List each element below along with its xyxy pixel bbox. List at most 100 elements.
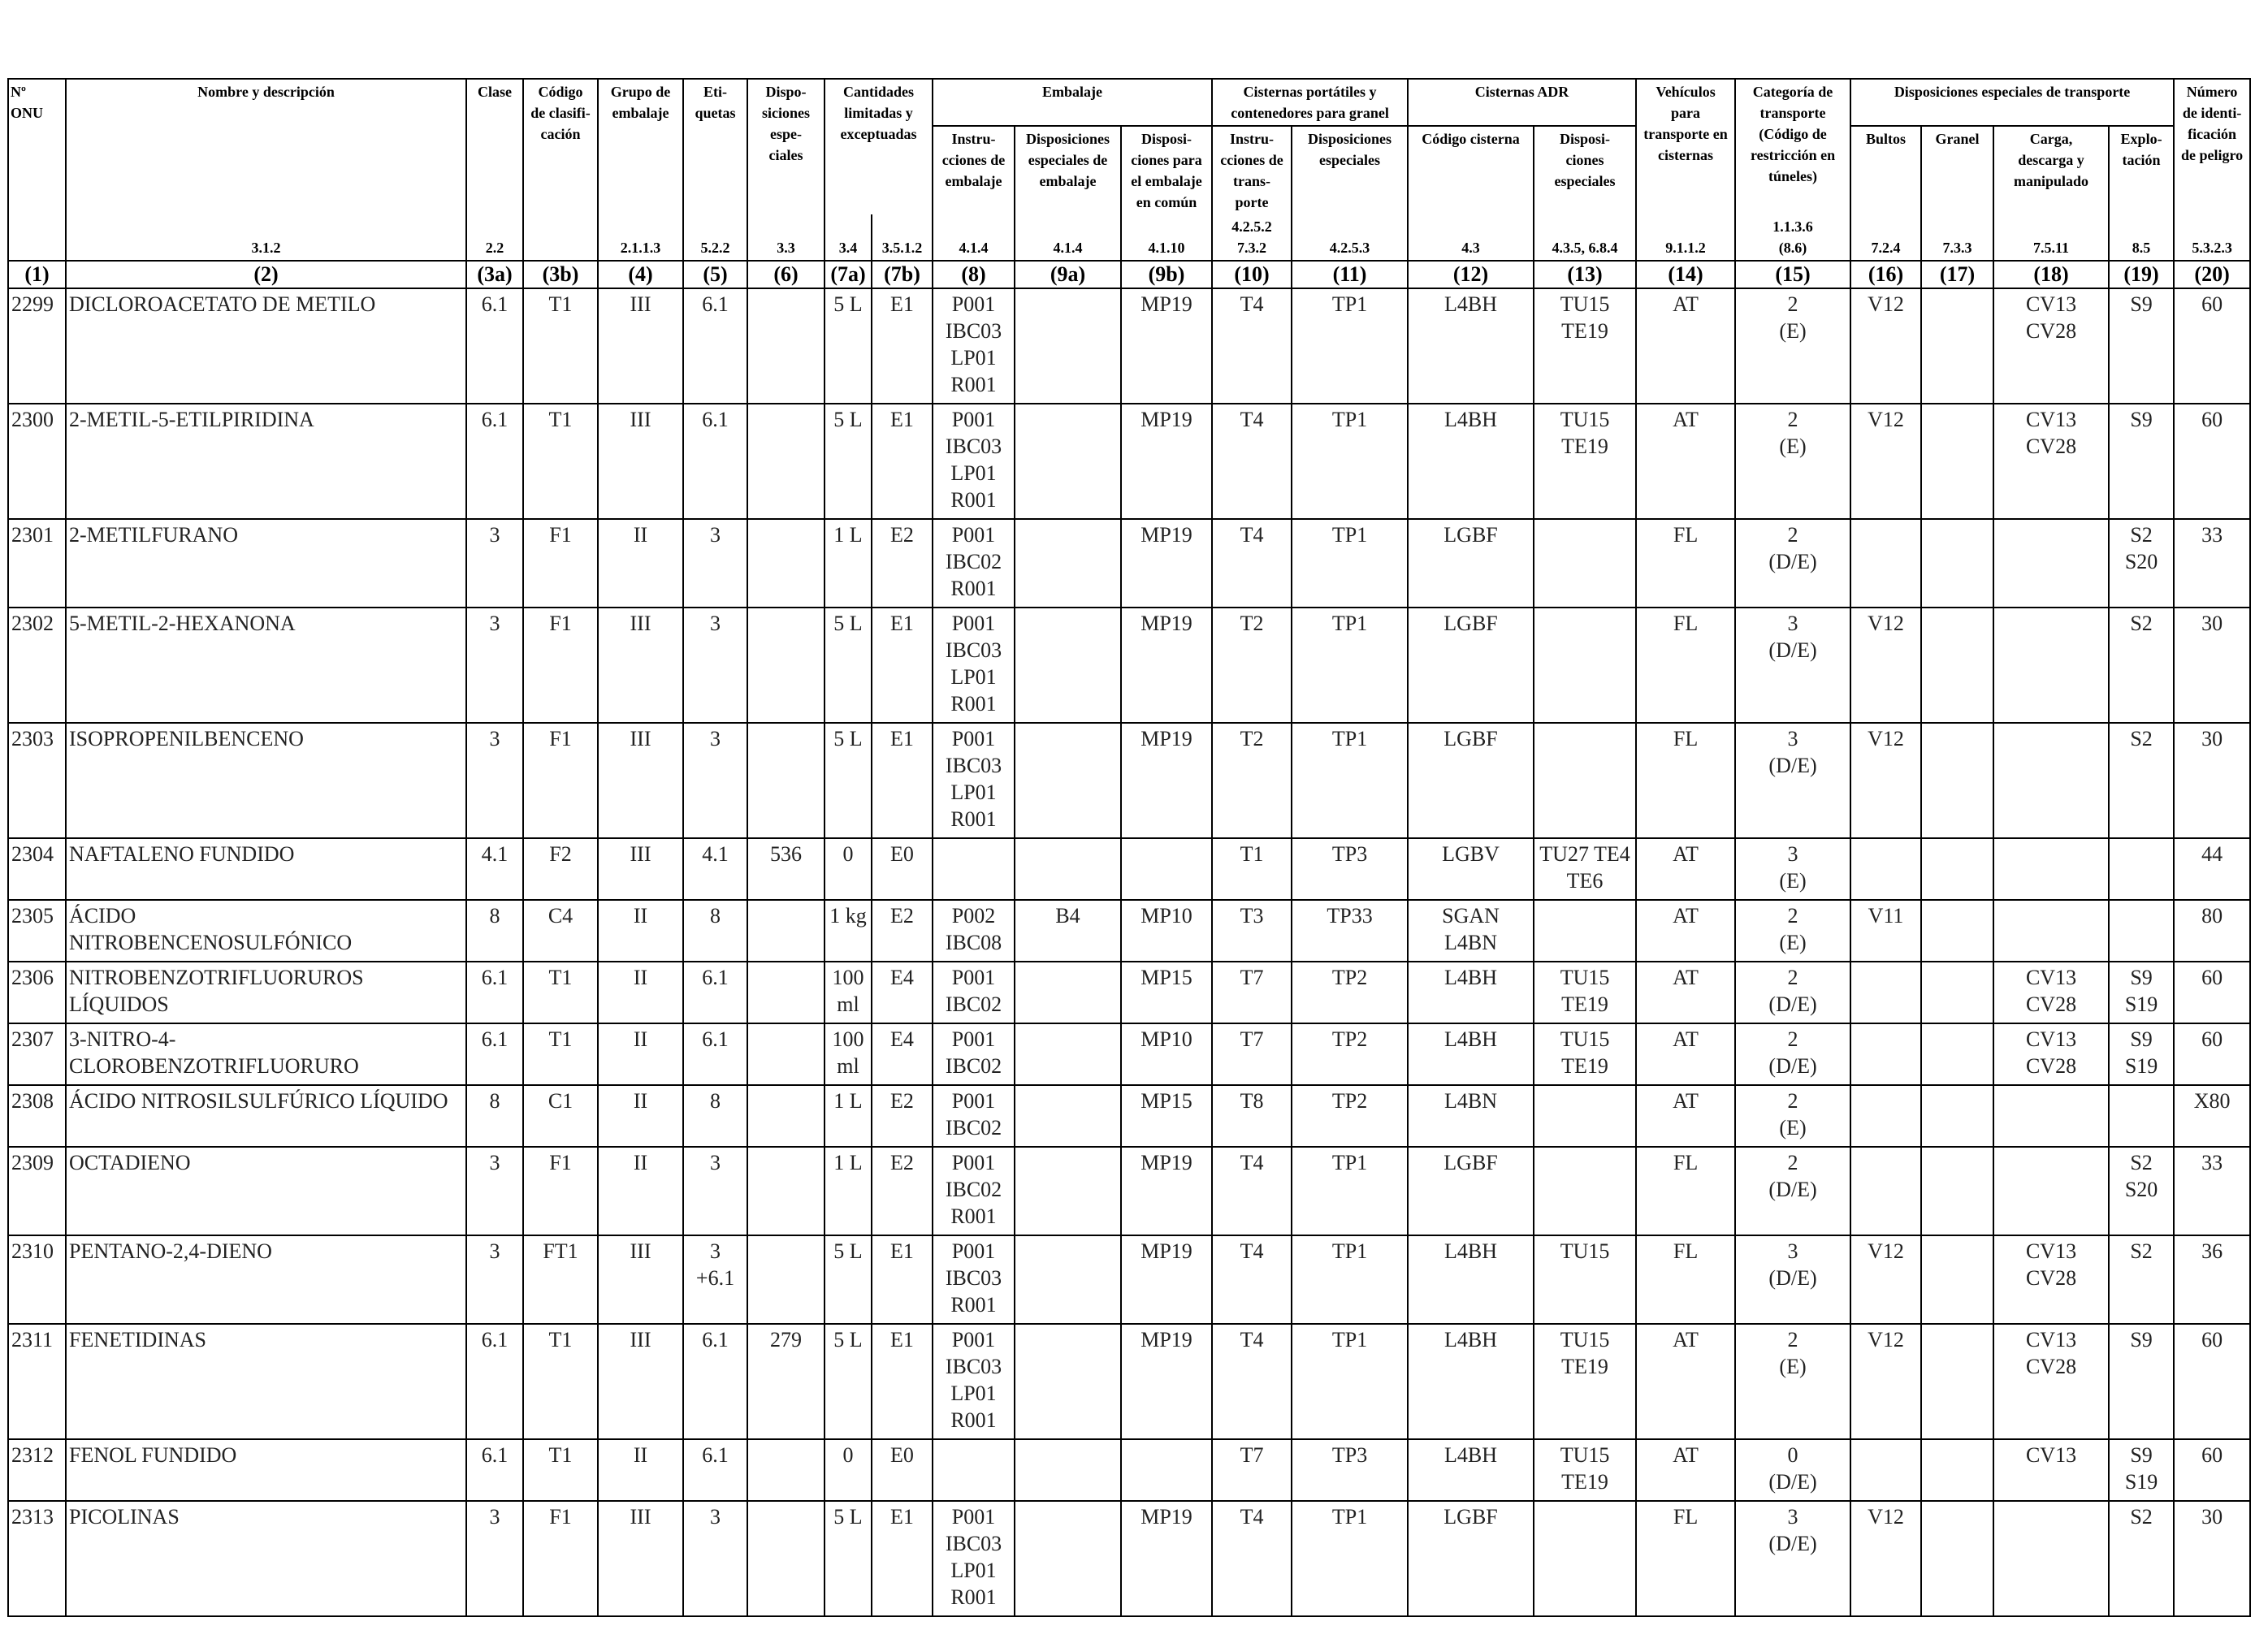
table-cell: 3 (465, 1500, 524, 1617)
table-cell (1920, 518, 1995, 608)
table-cell: C4 (522, 899, 599, 962)
section-reference: 4.2.5.2 7.3.2 (1211, 214, 1293, 262)
table-cell: AT (1635, 288, 1737, 404)
table-body: 2299 DICLOROACETATO DE METILO 6.1 T1 III 6.1 5… (7, 288, 2252, 1617)
table-cell: 6.1 (465, 288, 524, 404)
section-reference: 7.3.3 (1920, 214, 1995, 262)
table-cell: TP1 (1291, 403, 1409, 520)
table-cell (747, 1146, 825, 1236)
table-cell: 60 (2173, 961, 2252, 1024)
table-cell: 4.1 (682, 837, 748, 901)
table-cell: II (597, 1146, 684, 1236)
table-cell: 3 (682, 722, 748, 839)
column-number: (6) (747, 260, 825, 289)
table-cell: S9 (2108, 403, 2175, 520)
table-cell (932, 837, 1015, 901)
table-cell: V11 (1850, 899, 1923, 962)
table-cell: 2304 (7, 837, 67, 901)
table-cell (1920, 607, 1995, 724)
table-cell: TP3 (1291, 837, 1409, 901)
table-cell (1850, 1023, 1923, 1086)
table-cell: 1 L (824, 1084, 872, 1148)
table-cell: III (597, 403, 684, 520)
table-cell (747, 961, 825, 1024)
table-cell (1850, 837, 1923, 901)
table-cell (1993, 899, 2110, 962)
table-cell: 30 (2173, 722, 2252, 839)
table-cell: F1 (522, 518, 599, 608)
table-cell (1920, 1023, 1995, 1086)
table-cell: TU27 TE4 TE6 (1533, 837, 1638, 901)
table-cell: F1 (522, 1500, 599, 1617)
table-cell: FENETIDINAS (65, 1323, 467, 1440)
header-cell: Vehículos para transporte en cisternas (1635, 78, 1737, 214)
table-cell: MP10 (1119, 899, 1214, 962)
table-cell: 536 (747, 837, 825, 901)
table-cell: 5 L (824, 1235, 872, 1325)
header-cell: Nombre y descripción (65, 78, 467, 214)
column-number: (17) (1920, 260, 1995, 289)
header-group: Cisternas ADR (1407, 78, 1638, 127)
table-cell: NAFTALENO FUNDIDO (65, 837, 467, 901)
table-cell: TU15 TE19 (1533, 1323, 1638, 1440)
table-cell (1014, 1323, 1122, 1440)
table-cell (1920, 1235, 1995, 1325)
table-cell: II (597, 518, 684, 608)
column-number: (4) (597, 260, 684, 289)
table-cell: 3 (E) (1734, 837, 1852, 901)
table-cell: 2303 (7, 722, 67, 839)
table-cell: II (597, 961, 684, 1024)
table-header: Nº ONU Nombre y descripción Clase Código… (7, 78, 2252, 289)
table-cell: T4 (1211, 1323, 1293, 1440)
section-reference: 3.4 (824, 214, 872, 262)
table-cell: DICLOROACETATO DE METILO (65, 288, 467, 404)
table-cell (1014, 1023, 1122, 1086)
table-cell: LGBF (1407, 1146, 1535, 1236)
table-cell: E1 (871, 722, 933, 839)
table-cell (747, 288, 825, 404)
table-cell (1993, 1500, 2110, 1617)
table-cell: TU15 TE19 (1533, 1438, 1638, 1502)
table-cell: V12 (1850, 1323, 1923, 1440)
table-cell (1920, 1500, 1995, 1617)
table-cell: MP19 (1119, 1146, 1214, 1236)
table-cell: II (597, 1438, 684, 1502)
table-cell: 2299 (7, 288, 67, 404)
table-cell: 60 (2173, 1023, 2252, 1086)
table-cell: T4 (1211, 1146, 1293, 1236)
table-cell: TP1 (1291, 1500, 1409, 1617)
table-cell: MP15 (1119, 961, 1214, 1024)
column-number: (7b) (871, 260, 933, 289)
table-cell: P001 IBC02 R001 (932, 1146, 1015, 1236)
table-cell: L4BH (1407, 403, 1535, 520)
table-row: 2306 NITROBENZOTRIFLUORUROS LÍQUIDOS 6.1 T1… (7, 961, 2252, 1024)
table-cell: TP2 (1291, 1084, 1409, 1148)
table-cell (747, 1438, 825, 1502)
table-cell: TU15 TE19 (1533, 288, 1638, 404)
table-cell: 8 (682, 899, 748, 962)
table-cell: L4BH (1407, 1438, 1535, 1502)
table-cell: 3 +6.1 (682, 1235, 748, 1325)
table-cell: CV13 CV28 (1993, 961, 2110, 1024)
table-cell: III (597, 607, 684, 724)
header-row: Nº ONU Nombre y descripción Clase Código… (7, 78, 2252, 262)
table-cell: 1 L (824, 1146, 872, 1236)
table-cell: 3 (465, 1146, 524, 1236)
table-cell: FL (1635, 518, 1737, 608)
table-cell: L4BH (1407, 1323, 1535, 1440)
section-reference: 8.5 (2108, 214, 2175, 262)
table-cell (1014, 1438, 1122, 1502)
table-cell: TP3 (1291, 1438, 1409, 1502)
table-cell: 2310 (7, 1235, 67, 1325)
table-cell (1014, 722, 1122, 839)
table-cell (1993, 1146, 2110, 1236)
table-cell: 5 L (824, 1500, 872, 1617)
table-cell (1920, 1323, 1995, 1440)
table-cell: X80 (2173, 1084, 2252, 1148)
table-row: 2299 DICLOROACETATO DE METILO 6.1 T1 III 6.1 5… (7, 288, 2252, 404)
table-cell: 100 ml (824, 1023, 872, 1086)
table-cell (1993, 518, 2110, 608)
table-cell: S9 (2108, 1323, 2175, 1440)
column-number: (15) (1734, 260, 1852, 289)
table-cell (1920, 288, 1995, 404)
